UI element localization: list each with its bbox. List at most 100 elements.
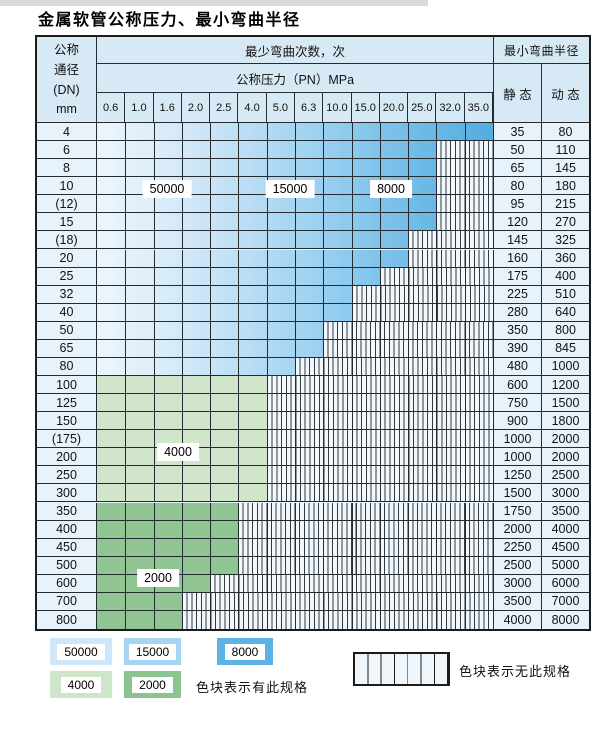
column-grid-line: [408, 376, 410, 394]
column-grid-line: [436, 339, 438, 357]
column-grid-line: [238, 357, 240, 375]
table-row: 200 1000 2000: [37, 448, 589, 467]
column-grid-line: [379, 159, 381, 177]
column-grid-line: [295, 610, 296, 629]
column-grid-line: [323, 123, 325, 141]
table-row: 150 900 1800: [37, 412, 589, 431]
pressure-tick: 35.0: [465, 93, 493, 123]
column-grid-line: [153, 520, 155, 538]
static-radius-cell: 3500: [493, 592, 541, 610]
column-grid-line: [181, 339, 183, 357]
column-grid-line: [464, 484, 466, 502]
pressure-tick: 4.0: [238, 93, 267, 123]
column-grid-line: [266, 394, 268, 412]
column-grid-line: [323, 484, 325, 502]
column-grid-line: [153, 141, 155, 159]
column-grid-line: [379, 303, 381, 321]
dn-cell: 700: [37, 592, 97, 610]
column-grid-line: [436, 538, 438, 556]
column-grid-line: [210, 430, 212, 448]
column-grid-line: [181, 303, 183, 321]
dynamic-radius-cell: 1500: [541, 394, 589, 412]
static-radius-cell: 3000: [493, 574, 541, 592]
column-grid-line: [238, 556, 240, 574]
column-grid-line: [464, 123, 466, 141]
column-grid-line: [266, 466, 268, 484]
region-label: 50000: [142, 180, 192, 198]
column-grid-line: [125, 159, 127, 177]
static-radius-cell: 145: [493, 231, 541, 249]
column-grid-line: [464, 141, 466, 159]
column-grid-line: [408, 231, 410, 249]
column-grid-line: [125, 303, 127, 321]
column-grid-line: [181, 574, 183, 592]
column-grid-line: [153, 592, 155, 610]
dn-cell: 200: [37, 448, 97, 466]
column-grid-line: [323, 538, 325, 556]
column-grid-line: [323, 556, 325, 574]
column-grid-line: [238, 520, 240, 538]
column-grid-line: [125, 339, 127, 357]
column-grid-line: [153, 502, 155, 520]
column-grid-line: [266, 610, 268, 629]
region-label: 8000: [370, 180, 412, 198]
column-grid-line: [408, 141, 410, 159]
column-grid-line: [153, 538, 155, 556]
bend-count-fill: [97, 592, 182, 610]
dynamic-radius-cell: 2500: [541, 466, 589, 484]
column-grid-line: [351, 448, 353, 466]
column-grid-line: [295, 357, 296, 375]
static-header: 静 态: [493, 64, 541, 123]
column-grid-line: [408, 339, 410, 357]
dynamic-radius-cell: 3500: [541, 502, 589, 520]
column-grid-line: [181, 412, 183, 430]
column-grid-line: [351, 484, 353, 502]
column-grid-line: [464, 231, 466, 249]
column-grid-line: [379, 249, 381, 267]
column-grid-line: [266, 213, 268, 231]
column-grid-line: [464, 502, 466, 520]
pressure-tick: 6.3: [295, 93, 324, 123]
column-grid-line: [408, 556, 410, 574]
column-grid-line: [464, 412, 466, 430]
column-grid-line: [266, 267, 268, 285]
column-grid-line: [408, 267, 410, 285]
column-grid-line: [153, 303, 155, 321]
column-grid-line: [125, 502, 127, 520]
no-spec-hatch: [238, 556, 493, 574]
table-row: 400 2000 4000: [37, 520, 589, 539]
column-grid-line: [125, 177, 127, 195]
column-grid-line: [436, 520, 438, 538]
column-grid-line: [436, 303, 438, 321]
region-label: 15000: [265, 180, 315, 198]
static-radius-cell: 350: [493, 321, 541, 339]
bend-count-fill: [97, 520, 239, 538]
static-radius-cell: 2500: [493, 556, 541, 574]
column-grid-line: [295, 303, 296, 321]
no-spec-hatch: [408, 231, 493, 249]
dn-header-line: 公称: [53, 43, 79, 58]
column-grid-line: [295, 556, 296, 574]
table-row: 6 50 110: [37, 141, 589, 160]
column-grid-line: [408, 195, 410, 213]
table-row: 50 350 800: [37, 321, 589, 340]
column-grid-line: [295, 376, 296, 394]
column-grid-line: [379, 502, 381, 520]
column-grid-line: [266, 357, 268, 375]
column-grid-line: [125, 141, 127, 159]
column-grid-line: [379, 376, 381, 394]
static-radius-cell: 900: [493, 412, 541, 430]
dn-cell: 15: [37, 213, 97, 231]
column-grid-line: [125, 357, 127, 375]
column-grid-line: [266, 502, 268, 520]
column-grid-line: [323, 231, 325, 249]
column-grid-line: [210, 141, 212, 159]
static-radius-cell: 390: [493, 339, 541, 357]
column-grid-line: [181, 466, 183, 484]
column-grid-line: [266, 430, 268, 448]
column-grid-line: [153, 466, 155, 484]
column-grid-line: [266, 339, 268, 357]
column-grid-line: [464, 303, 466, 321]
column-grid-line: [125, 231, 127, 249]
